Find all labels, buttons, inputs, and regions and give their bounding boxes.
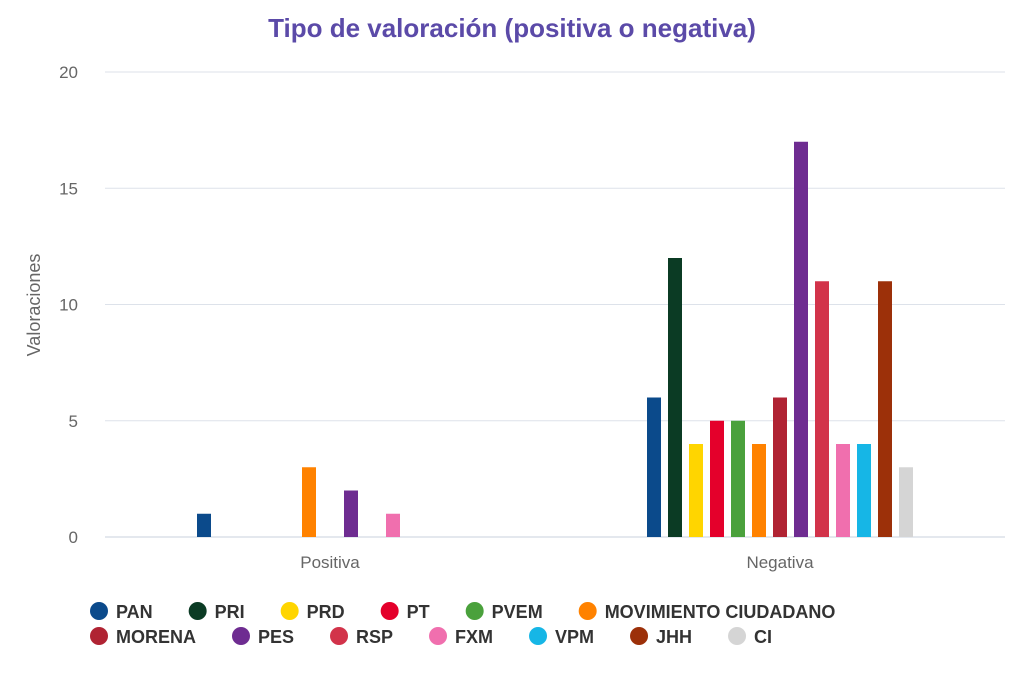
bar-jhh-negativa — [878, 281, 892, 537]
y-axis-ticks: 0 5 10 15 20 — [59, 63, 78, 547]
gridlines — [105, 71, 1005, 538]
legend-swatch — [380, 602, 399, 620]
legend-label: PAN — [116, 602, 153, 622]
chart-title: Tipo de valoración (positiva o negativa) — [268, 13, 756, 43]
bar-pes-positiva — [344, 490, 358, 537]
y-axis-label: Valoraciones — [24, 254, 44, 357]
bar-fxm-positiva — [386, 513, 400, 537]
legend-swatch — [429, 627, 448, 645]
legend-swatch — [465, 602, 484, 620]
legend-label: JHH — [656, 627, 692, 647]
legend-label: PES — [258, 627, 294, 647]
bar-movimiento-ciudadano-negativa — [752, 444, 766, 537]
y-tick-label: 20 — [59, 63, 78, 82]
legend-label: MORENA — [116, 627, 196, 647]
legend-label: PRD — [307, 602, 345, 622]
legend-label: FXM — [455, 627, 493, 647]
legend-swatch — [231, 627, 250, 645]
legend-swatch — [280, 602, 299, 620]
bar-pt-negativa — [710, 420, 724, 537]
legend-label: PVEM — [492, 602, 543, 622]
legend-swatch — [90, 627, 108, 645]
legend-label: MOVIMIENTO CIUDADANO — [605, 602, 836, 622]
bar-prd-negativa — [689, 444, 703, 537]
bar-movimiento-ciudadano-positiva — [302, 467, 316, 537]
y-tick-label: 10 — [59, 296, 78, 315]
legend-swatch — [90, 602, 108, 620]
legend-swatch — [630, 627, 649, 645]
legend: PAN PRI PRD PT PVEM MOVIMIENTO CIUDADANO MOREN… — [90, 602, 835, 647]
x-axis-categories: Positiva Negativa — [300, 553, 814, 572]
bar-ci-negativa — [899, 467, 913, 537]
bar-pvem-negativa — [731, 420, 745, 537]
bar-pan-negativa — [647, 397, 661, 537]
legend-label: RSP — [356, 627, 393, 647]
bar-pri-negativa — [668, 258, 682, 537]
legend-label: PT — [407, 602, 430, 622]
legend-swatch — [529, 627, 548, 645]
y-tick-label: 5 — [69, 412, 78, 431]
x-category-label: Negativa — [746, 553, 814, 572]
y-tick-label: 0 — [69, 528, 78, 547]
legend-swatch — [728, 627, 747, 645]
y-tick-label: 15 — [59, 179, 78, 198]
legend-swatch — [578, 602, 597, 620]
x-category-label: Positiva — [300, 553, 360, 572]
legend-swatch — [188, 602, 207, 620]
bar-pan-positiva — [197, 513, 211, 537]
legend-label: VPM — [555, 627, 594, 647]
bar-rsp-negativa — [815, 281, 829, 537]
bar-morena-negativa — [773, 397, 787, 537]
legend-swatch — [330, 627, 349, 645]
bars — [197, 141, 913, 537]
bar-vpm-negativa — [857, 444, 871, 537]
bar-fxm-negativa — [836, 444, 850, 537]
legend-label: CI — [754, 627, 772, 647]
legend-label: PRI — [215, 602, 245, 622]
bar-pes-negativa — [794, 141, 808, 537]
